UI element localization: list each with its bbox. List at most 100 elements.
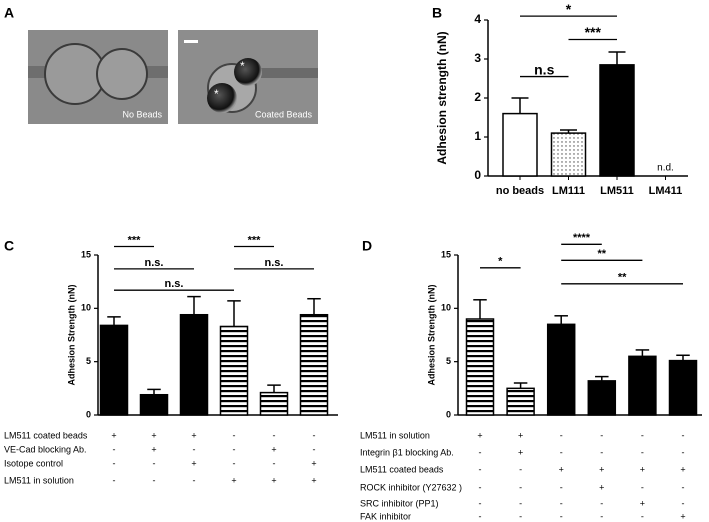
condition-mark: +: [311, 475, 316, 485]
bar: [546, 323, 576, 416]
condition-mark: -: [600, 447, 603, 457]
condition-mark: -: [273, 458, 276, 468]
condition-mark: -: [519, 482, 522, 492]
x-tick-label: LM511: [600, 185, 634, 197]
condition-mark: -: [313, 430, 316, 440]
y-tick-label: 10: [441, 303, 451, 313]
condition-mark: +: [111, 430, 116, 440]
condition-label: Isotope control: [4, 458, 63, 468]
significance-label: ****: [573, 232, 591, 244]
condition-mark: -: [233, 458, 236, 468]
condition-mark: +: [680, 464, 685, 474]
condition-mark: +: [640, 498, 645, 508]
condition-mark: -: [641, 482, 644, 492]
significance-label: n.s: [534, 61, 554, 77]
significance-label: *: [566, 1, 572, 17]
micrograph: No Beads: [28, 30, 168, 124]
condition-mark: -: [560, 498, 563, 508]
condition-mark: +: [191, 458, 196, 468]
condition-mark: -: [682, 498, 685, 508]
condition-label: LM511 in solution: [4, 475, 74, 485]
significance-label: n.s.: [145, 257, 164, 269]
condition-mark: +: [518, 430, 523, 440]
x-tick-label: no beads: [496, 185, 544, 197]
y-tick-label: 0: [86, 409, 91, 419]
condition-mark: -: [479, 482, 482, 492]
bar: [550, 132, 587, 177]
condition-mark: -: [479, 511, 482, 521]
condition-label: FAK inhibitor: [360, 511, 411, 521]
condition-mark: +: [271, 475, 276, 485]
condition-mark: -: [193, 475, 196, 485]
condition-mark: +: [271, 444, 276, 454]
condition-mark: -: [113, 475, 116, 485]
y-tick-label: 0: [474, 168, 481, 182]
significance-label: ***: [128, 234, 142, 246]
panel-letter: A: [4, 5, 14, 21]
condition-label: ROCK inhibitor (Y27632 ): [360, 482, 462, 492]
condition-mark: -: [479, 498, 482, 508]
condition-label: LM511 in solution: [360, 430, 430, 440]
condition-mark: -: [600, 511, 603, 521]
significance-label: **: [598, 248, 607, 260]
condition-mark: +: [477, 430, 482, 440]
significance-label: *: [498, 256, 503, 268]
y-axis-label: Adhesion Strength (nN): [426, 285, 436, 386]
x-tick-label: LM111: [552, 185, 585, 197]
condition-label: VE-Cad blocking Ab.: [4, 444, 87, 454]
condition-mark: +: [191, 430, 196, 440]
condition-label: SRC inhibitor (PP1): [360, 498, 439, 508]
condition-mark: -: [560, 430, 563, 440]
condition-mark: -: [153, 458, 156, 468]
bar: [465, 318, 495, 416]
significance-label: n.s.: [265, 257, 284, 269]
y-tick-label: 5: [86, 356, 91, 366]
condition-mark: -: [600, 430, 603, 440]
condition-mark: -: [313, 444, 316, 454]
y-tick-label: 3: [474, 51, 481, 65]
significance-label: **: [618, 272, 627, 284]
condition-mark: +: [311, 458, 316, 468]
condition-mark: +: [151, 444, 156, 454]
y-axis-label: Adhesion Strength (nN): [66, 285, 76, 386]
condition-mark: -: [560, 447, 563, 457]
condition-mark: -: [600, 498, 603, 508]
significance-label: ***: [585, 24, 602, 40]
condition-mark: -: [273, 430, 276, 440]
significance-label: n.s.: [165, 278, 184, 290]
condition-mark: -: [153, 475, 156, 485]
panel-letter: C: [4, 238, 14, 254]
condition-mark: -: [519, 464, 522, 474]
bead-marker: *: [214, 87, 219, 101]
annotation: n.d.: [657, 163, 674, 174]
condition-mark: +: [231, 475, 236, 485]
condition-mark: +: [599, 482, 604, 492]
x-tick-label: LM411: [649, 185, 683, 197]
y-tick-label: 1: [474, 129, 481, 143]
bead-marker: *: [240, 59, 245, 73]
y-tick-label: 0: [446, 409, 451, 419]
y-tick-label: 4: [474, 12, 481, 26]
bar: [587, 380, 617, 416]
y-tick-label: 15: [441, 249, 451, 259]
condition-mark: -: [682, 482, 685, 492]
condition-label: LM511 coated beads: [360, 464, 444, 474]
condition-mark: -: [113, 458, 116, 468]
panel-letter: B: [432, 5, 442, 21]
condition-mark: +: [680, 511, 685, 521]
condition-mark: -: [641, 511, 644, 521]
bar: [628, 355, 657, 416]
y-axis-label: Adhesion strength (nN): [435, 31, 449, 164]
bar: [299, 313, 329, 416]
micrograph: * * Coated Beads: [178, 30, 318, 124]
condition-mark: -: [519, 498, 522, 508]
image-caption: No Beads: [122, 109, 162, 119]
bar: [599, 64, 635, 177]
condition-mark: +: [559, 464, 564, 474]
condition-label: LM511 coated beads: [4, 430, 88, 440]
bar: [502, 112, 538, 177]
bar: [219, 325, 249, 416]
panel-letter: D: [362, 238, 372, 254]
